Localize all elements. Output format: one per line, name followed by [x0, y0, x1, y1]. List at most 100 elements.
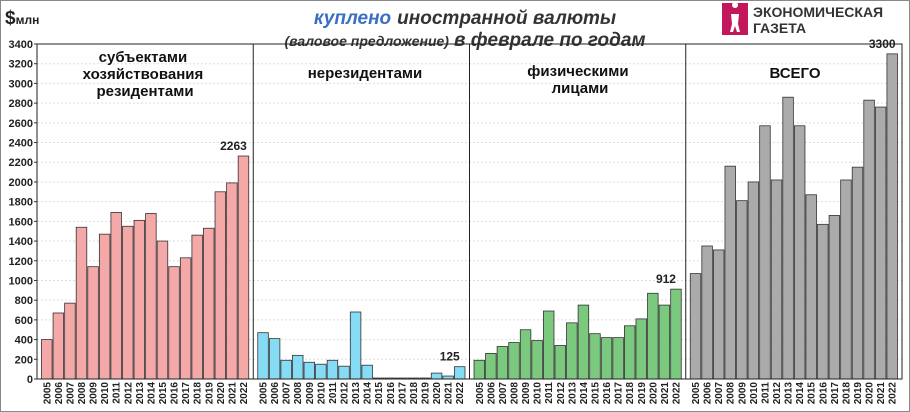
x-tick-label: 2007	[498, 382, 509, 405]
chart-title: иностранной валюты	[397, 8, 616, 29]
bar	[191, 234, 203, 380]
bar	[647, 292, 659, 380]
bar	[75, 226, 88, 380]
x-tick-label: 2021	[227, 382, 238, 405]
x-tick-label: 2018	[841, 382, 852, 405]
x-tick-label: 2014	[146, 382, 157, 405]
x-tick-label: 2020	[216, 382, 227, 405]
bar	[658, 304, 671, 380]
bar	[280, 359, 292, 380]
bar	[52, 312, 65, 380]
bar	[670, 288, 682, 380]
x-tick-label: 2022	[888, 382, 899, 405]
x-tick-label: 2011	[112, 382, 123, 404]
bar	[303, 361, 315, 380]
bar	[863, 99, 875, 380]
x-tick-label: 2014	[795, 382, 806, 405]
y-tick-label: 3200	[9, 59, 33, 71]
y-tick-label: 2400	[9, 138, 33, 150]
bar	[531, 340, 543, 380]
y-tick-label: 800	[15, 295, 33, 307]
x-tick-label: 2012	[772, 382, 783, 405]
x-tick-label: 2010	[100, 382, 111, 405]
x-tick-label: 2012	[556, 382, 567, 405]
x-tick-label: 2019	[204, 382, 215, 405]
bar	[624, 325, 636, 380]
x-tick-label: 2019	[421, 382, 432, 405]
x-tick-label: 2005	[475, 382, 486, 405]
y-tick-label: 600	[15, 315, 33, 327]
bar	[226, 182, 238, 380]
bar	[473, 359, 485, 380]
x-tick-label: 2006	[703, 382, 714, 405]
x-tick-label: 2006	[270, 382, 281, 405]
bar	[793, 125, 806, 380]
bar	[145, 213, 157, 380]
bar	[543, 310, 555, 380]
y-tick-label: 2600	[9, 118, 33, 130]
bar	[736, 200, 748, 380]
bar	[133, 219, 146, 380]
x-tick-label: 2020	[865, 382, 876, 405]
bar	[122, 225, 134, 380]
x-tick-label: 2021	[444, 382, 455, 405]
logo-figure	[730, 2, 740, 33]
x-tick-label: 2017	[181, 382, 192, 405]
bar	[430, 372, 443, 380]
subtitle-line: (валовое предложение) в феврале по годам	[284, 30, 645, 51]
y-tick-label: 400	[15, 335, 33, 347]
bar	[712, 249, 725, 380]
x-tick-label: 2014	[363, 382, 374, 405]
x-tick-label: 2021	[876, 382, 887, 405]
x-tick-label: 2007	[714, 382, 725, 405]
panel-label: нерезидентами	[308, 65, 423, 82]
bar	[805, 194, 817, 380]
bar	[485, 352, 497, 380]
x-tick-label: 2011	[544, 382, 555, 404]
bar	[747, 181, 760, 380]
bar	[214, 191, 227, 380]
bar	[237, 155, 250, 380]
x-tick-label: 2019	[637, 382, 648, 405]
bar	[724, 165, 736, 380]
x-tick-label: 2005	[42, 382, 53, 405]
bar	[87, 266, 99, 380]
x-tick-label: 2015	[590, 382, 601, 405]
bar	[600, 337, 613, 380]
y-tick-label: 1000	[9, 275, 33, 287]
bar	[257, 332, 269, 380]
panel-label: физическими лицами	[527, 63, 632, 97]
y-tick-label: 2000	[9, 177, 33, 189]
x-tick-label: 2011	[760, 382, 771, 404]
bar	[759, 125, 771, 380]
bar	[41, 339, 53, 380]
bar	[156, 240, 169, 380]
bar	[566, 322, 578, 380]
bar	[635, 318, 647, 380]
x-tick-label: 2010	[749, 382, 760, 405]
y-tick-label: 1600	[9, 216, 33, 228]
x-tick-label: 2013	[784, 382, 795, 405]
x-tick-label: 2015	[158, 382, 169, 405]
panel-label-line: субъектами	[99, 49, 192, 66]
x-tick-label: 2016	[170, 382, 181, 405]
panel-label-line: резидентами	[96, 83, 193, 100]
bar	[851, 166, 864, 380]
y-tick-label: 2800	[9, 98, 33, 110]
x-tick-label: 2017	[614, 382, 625, 405]
x-tick-label: 2016	[386, 382, 397, 405]
data-label: 2263	[220, 139, 247, 153]
y-tick-label: 0	[27, 374, 33, 386]
bar	[874, 106, 887, 380]
bar	[326, 359, 339, 380]
x-tick-label: 2022	[671, 382, 682, 405]
x-tick-label: 2016	[602, 382, 613, 405]
x-tick-label: 2021	[660, 382, 671, 405]
bar	[519, 329, 532, 380]
x-tick-label: 2020	[648, 382, 659, 405]
x-tick-label: 2018	[409, 382, 420, 405]
y-tick-label: 200	[15, 354, 33, 366]
y-tick-label: 1800	[9, 197, 33, 209]
y-tick-label: 1200	[9, 256, 33, 268]
